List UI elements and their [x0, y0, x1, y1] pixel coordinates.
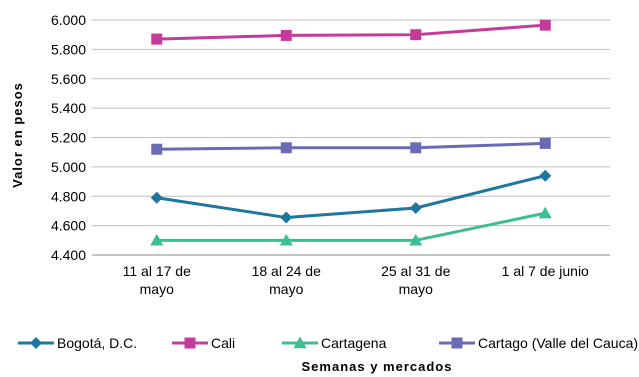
series-line: [156, 174, 546, 220]
x-tick-label: 18 al 24 de mayo: [252, 263, 321, 297]
y-tick-label: 6.000: [51, 12, 86, 28]
series-line: [156, 211, 546, 242]
series-3: [151, 137, 551, 155]
y-tick-label: 4.800: [51, 188, 86, 204]
data-point: [280, 211, 293, 224]
legend-marker: [184, 337, 196, 349]
legend-marker: [30, 337, 42, 349]
series-line: [156, 23, 546, 41]
series-0: [150, 169, 552, 224]
data-point: [280, 29, 292, 41]
legend-entry: Cartagena: [282, 335, 387, 351]
y-tick-label: 5.200: [51, 130, 86, 146]
y-tick-label: 5.400: [51, 100, 86, 116]
data-point: [539, 19, 551, 31]
y-axis-title: Valor en pesos: [10, 82, 25, 188]
series-2: [150, 206, 552, 246]
gridlines: [92, 19, 610, 256]
legend-label: Cartago (Valle del Cauca): [478, 335, 638, 351]
x-tick-label: 11 al 17 de mayo: [123, 263, 191, 297]
legend-label: Bogotá, D.C.: [57, 335, 137, 351]
data-point: [280, 142, 292, 154]
y-tick-label: 4.600: [51, 218, 86, 234]
series-1: [151, 19, 551, 45]
y-tick-label: 5.000: [51, 159, 86, 175]
y-tick-label: 5.600: [51, 71, 86, 87]
data-point: [409, 233, 423, 246]
data-point: [279, 233, 293, 246]
data-point: [409, 202, 422, 214]
data-point: [538, 206, 552, 219]
data-point: [410, 29, 422, 41]
data-point: [539, 169, 552, 182]
data-point: [150, 191, 163, 204]
legend-marker: [293, 336, 307, 349]
y-tick-label: 4.400: [51, 247, 86, 263]
series-line: [156, 141, 546, 151]
legend-label: Cartagena: [321, 335, 387, 351]
data-point: [410, 142, 422, 154]
legend-label: Cali: [211, 335, 235, 351]
data-point: [150, 233, 164, 246]
legend-entry: Cartago (Valle del Cauca): [439, 335, 638, 351]
y-tick-label: 5.800: [51, 41, 86, 57]
legend-entry: Cali: [172, 335, 235, 351]
data-point: [151, 143, 163, 155]
legend: Bogotá, D.C. Cali Cartagena Cartago (Valle …: [18, 335, 638, 351]
data-point: [151, 33, 163, 45]
x-axis-title: Semanas y mercados: [302, 359, 453, 374]
data-point: [539, 137, 551, 149]
x-tick-labels: 11 al 17 de mayo 18 al 24 de mayo 25 al 31 d…: [123, 263, 589, 297]
legend-entry: Bogotá, D.C.: [18, 335, 137, 351]
legend-marker: [451, 337, 463, 349]
series-lines: [150, 19, 552, 246]
y-tick-labels: 4.400 4.600 4.800 5.000 5.200 5.400 5.600 5.800…: [51, 12, 86, 263]
x-tick-label: 25 al 31 de mayo: [381, 263, 450, 297]
x-tick-label: 1 al 7 de junio: [502, 263, 589, 279]
